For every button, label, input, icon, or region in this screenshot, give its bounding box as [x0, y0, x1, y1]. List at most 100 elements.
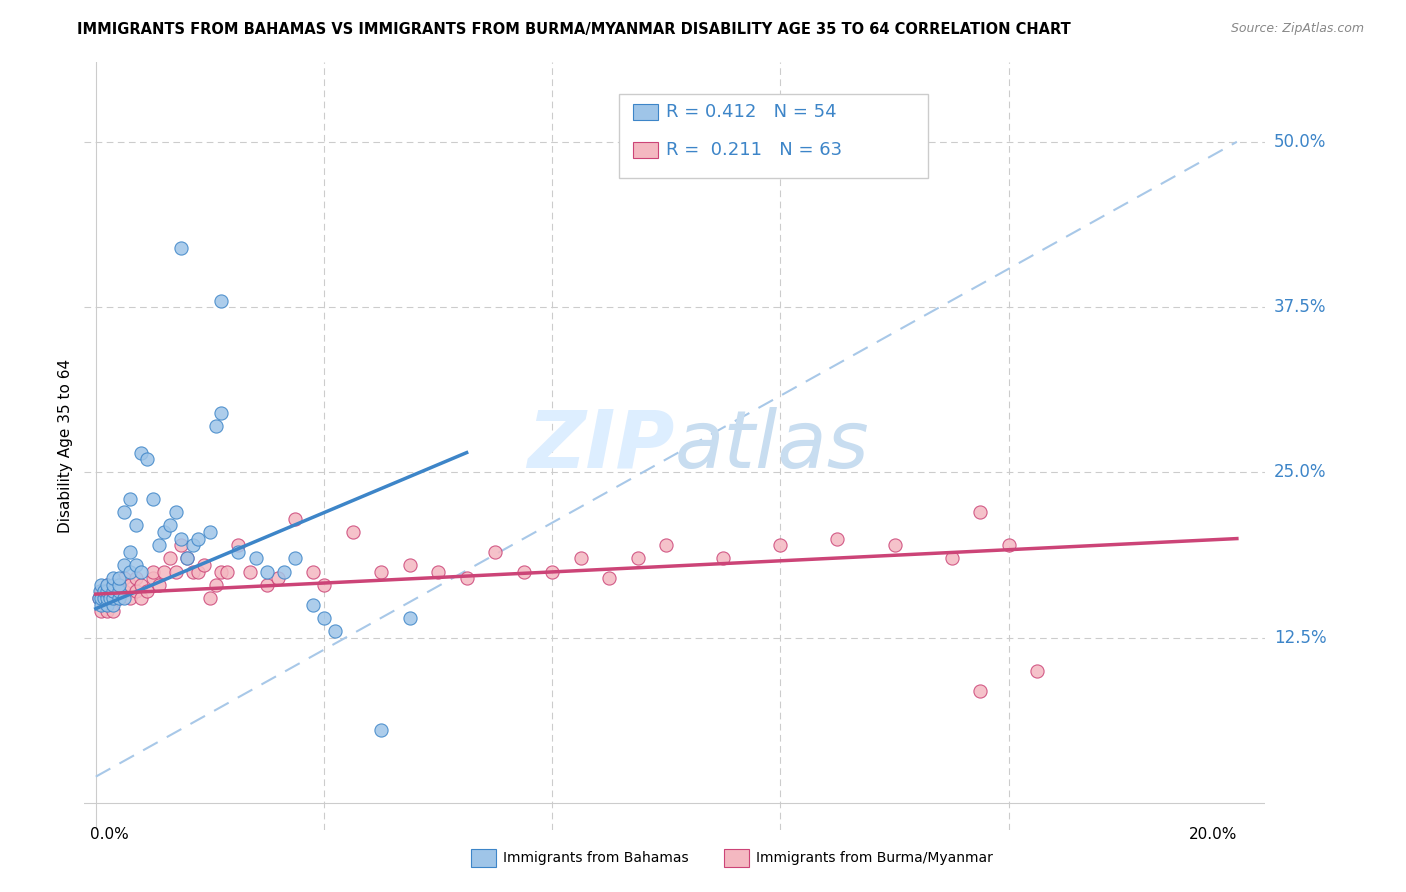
Point: [209, 406, 232, 420]
Point: [159, 551, 181, 566]
Point: [427, 565, 450, 579]
Text: Source: ZipAtlas.com: Source: ZipAtlas.com: [1230, 22, 1364, 36]
Point: [90, 584, 112, 599]
Y-axis label: Disability Age 35 to 64: Disability Age 35 to 64: [58, 359, 73, 533]
Point: [112, 558, 135, 572]
Point: [98, 591, 121, 606]
Point: [245, 551, 267, 566]
Point: [1026, 664, 1049, 678]
Point: [484, 545, 506, 559]
Point: [198, 524, 221, 539]
Point: [96, 598, 118, 612]
Point: [398, 611, 420, 625]
Point: [107, 571, 129, 585]
Point: [301, 598, 323, 612]
Point: [142, 565, 165, 579]
Text: IMMIGRANTS FROM BAHAMAS VS IMMIGRANTS FROM BURMA/MYANMAR DISABILITY AGE 35 TO 64: IMMIGRANTS FROM BAHAMAS VS IMMIGRANTS FR…: [77, 22, 1071, 37]
Text: 12.5%: 12.5%: [1274, 629, 1326, 647]
Point: [627, 551, 650, 566]
Point: [301, 565, 323, 579]
Text: Immigrants from Burma/Myanmar: Immigrants from Burma/Myanmar: [756, 851, 993, 865]
Point: [997, 538, 1019, 552]
Text: 37.5%: 37.5%: [1274, 298, 1326, 316]
Text: Immigrants from Bahamas: Immigrants from Bahamas: [503, 851, 689, 865]
Point: [176, 551, 198, 566]
Text: R =  0.211   N = 63: R = 0.211 N = 63: [666, 141, 842, 159]
Point: [541, 565, 564, 579]
Point: [187, 532, 209, 546]
Point: [312, 578, 335, 592]
Point: [256, 565, 278, 579]
Point: [96, 604, 118, 618]
Point: [512, 565, 534, 579]
Point: [125, 584, 148, 599]
Point: [941, 551, 963, 566]
Point: [228, 545, 250, 559]
Point: [284, 551, 307, 566]
Point: [107, 591, 129, 606]
Point: [112, 505, 135, 519]
Point: [90, 591, 112, 606]
Point: [118, 491, 141, 506]
Point: [569, 551, 592, 566]
Text: 20.0%: 20.0%: [1188, 827, 1237, 842]
Point: [87, 591, 110, 606]
Point: [655, 538, 678, 552]
Point: [112, 591, 135, 606]
Point: [165, 565, 187, 579]
Point: [267, 571, 290, 585]
Point: [209, 293, 232, 308]
Point: [131, 578, 153, 592]
Point: [312, 611, 335, 625]
Point: [118, 591, 141, 606]
Point: [170, 538, 193, 552]
Point: [769, 538, 792, 552]
Point: [456, 571, 478, 585]
Point: [136, 452, 159, 467]
Point: [112, 571, 135, 585]
Point: [96, 584, 118, 599]
Point: [125, 571, 148, 585]
Point: [101, 584, 124, 599]
Point: [101, 591, 124, 606]
Point: [148, 578, 170, 592]
Point: [342, 524, 364, 539]
Point: [883, 538, 905, 552]
Point: [96, 591, 118, 606]
Point: [125, 558, 148, 572]
Point: [827, 532, 849, 546]
Point: [153, 565, 176, 579]
Point: [187, 565, 209, 579]
Point: [148, 538, 170, 552]
Point: [125, 518, 148, 533]
Point: [93, 584, 115, 599]
Point: [142, 491, 165, 506]
Point: [165, 505, 187, 519]
Text: 0.0%: 0.0%: [90, 827, 129, 842]
Text: 50.0%: 50.0%: [1274, 133, 1326, 151]
Point: [131, 445, 153, 459]
Point: [136, 584, 159, 599]
Point: [142, 571, 165, 585]
Point: [256, 578, 278, 592]
Point: [90, 578, 112, 592]
Point: [370, 565, 392, 579]
Text: ZIP: ZIP: [527, 407, 675, 485]
Point: [93, 591, 115, 606]
Point: [101, 598, 124, 612]
Point: [89, 584, 111, 599]
Point: [118, 578, 141, 592]
Point: [107, 591, 129, 606]
Point: [101, 578, 124, 592]
Point: [228, 538, 250, 552]
Point: [159, 518, 181, 533]
Point: [101, 604, 124, 618]
Point: [198, 591, 221, 606]
Point: [107, 584, 129, 599]
Point: [969, 683, 991, 698]
Point: [170, 532, 193, 546]
Text: R = 0.412   N = 54: R = 0.412 N = 54: [666, 103, 837, 121]
Point: [131, 565, 153, 579]
Text: atlas: atlas: [675, 407, 870, 485]
Point: [131, 591, 153, 606]
